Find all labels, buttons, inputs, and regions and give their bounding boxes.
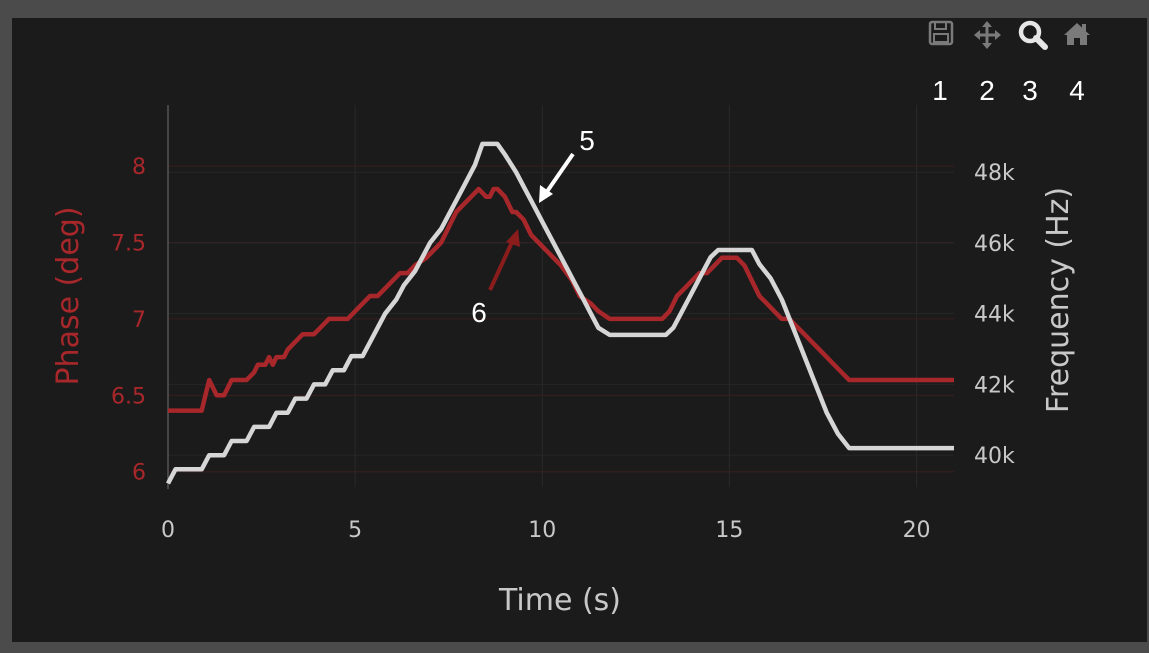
callout-arrowhead-frequency bbox=[539, 185, 553, 203]
callout-arrow-phase bbox=[488, 239, 515, 291]
frequency-tick-label-4: 48k bbox=[974, 161, 1015, 186]
callout-label-5: 5 bbox=[579, 125, 595, 156]
zoom-button[interactable] bbox=[1018, 20, 1048, 50]
callout-arrowhead-phase bbox=[506, 229, 520, 247]
callout-label-6: 6 bbox=[471, 297, 487, 328]
frequency-tick-label-0: 40k bbox=[974, 444, 1015, 469]
phase-line bbox=[168, 186, 954, 413]
frequency-tick-label-2: 44k bbox=[974, 303, 1015, 328]
phase-axis-title: Phase (deg) bbox=[51, 206, 86, 385]
x-tick-label-2: 10 bbox=[528, 518, 556, 543]
x-axis-title: Time (s) bbox=[498, 583, 621, 618]
x-tick-label-0: 0 bbox=[161, 518, 175, 543]
toolbar-number-2: 2 bbox=[979, 75, 995, 106]
series-group bbox=[166, 141, 954, 485]
zoom-icon bbox=[1018, 20, 1048, 50]
home-icon bbox=[1064, 23, 1090, 45]
frequency-axis-ticks: 40k 42k 44k 46k 48k bbox=[974, 161, 1015, 469]
grid bbox=[167, 105, 954, 487]
phase-tick-label-1: 6.5 bbox=[111, 384, 146, 409]
phase-tick-label-0: 6 bbox=[132, 461, 146, 486]
plot-panel bbox=[12, 18, 1147, 642]
phase-tick-label-2: 7 bbox=[132, 308, 146, 333]
frequency-tick-label-3: 46k bbox=[974, 232, 1015, 257]
frequency-axis-title: Frequency (Hz) bbox=[1041, 187, 1076, 413]
toolbar-number-4: 4 bbox=[1069, 75, 1085, 106]
save-button[interactable] bbox=[928, 20, 954, 46]
pan-button[interactable] bbox=[974, 21, 1001, 49]
save-icon bbox=[928, 20, 954, 46]
callout-frequency: 5 bbox=[539, 125, 595, 203]
callout-phase: 6 bbox=[471, 229, 520, 328]
phase-tick-label-3: 7.5 bbox=[111, 232, 146, 257]
phase-axis-ticks: 6 6.5 7 7.5 8 bbox=[111, 155, 146, 486]
x-tick-label-3: 15 bbox=[715, 518, 743, 543]
home-button[interactable] bbox=[1064, 23, 1090, 45]
x-axis-ticks: 0 5 10 15 20 bbox=[161, 518, 931, 543]
phase-tick-label-4: 8 bbox=[132, 155, 146, 180]
frequency-line bbox=[166, 141, 954, 485]
x-tick-label-1: 5 bbox=[348, 518, 362, 543]
toolbar-number-1: 1 bbox=[932, 75, 948, 106]
toolbar: 1 2 3 4 bbox=[928, 20, 1090, 106]
toolbar-number-3: 3 bbox=[1022, 75, 1038, 106]
callout-arrow-frequency bbox=[544, 152, 575, 195]
pan-icon bbox=[974, 21, 1001, 49]
x-tick-label-4: 20 bbox=[903, 518, 931, 543]
frequency-tick-label-1: 42k bbox=[974, 373, 1015, 398]
